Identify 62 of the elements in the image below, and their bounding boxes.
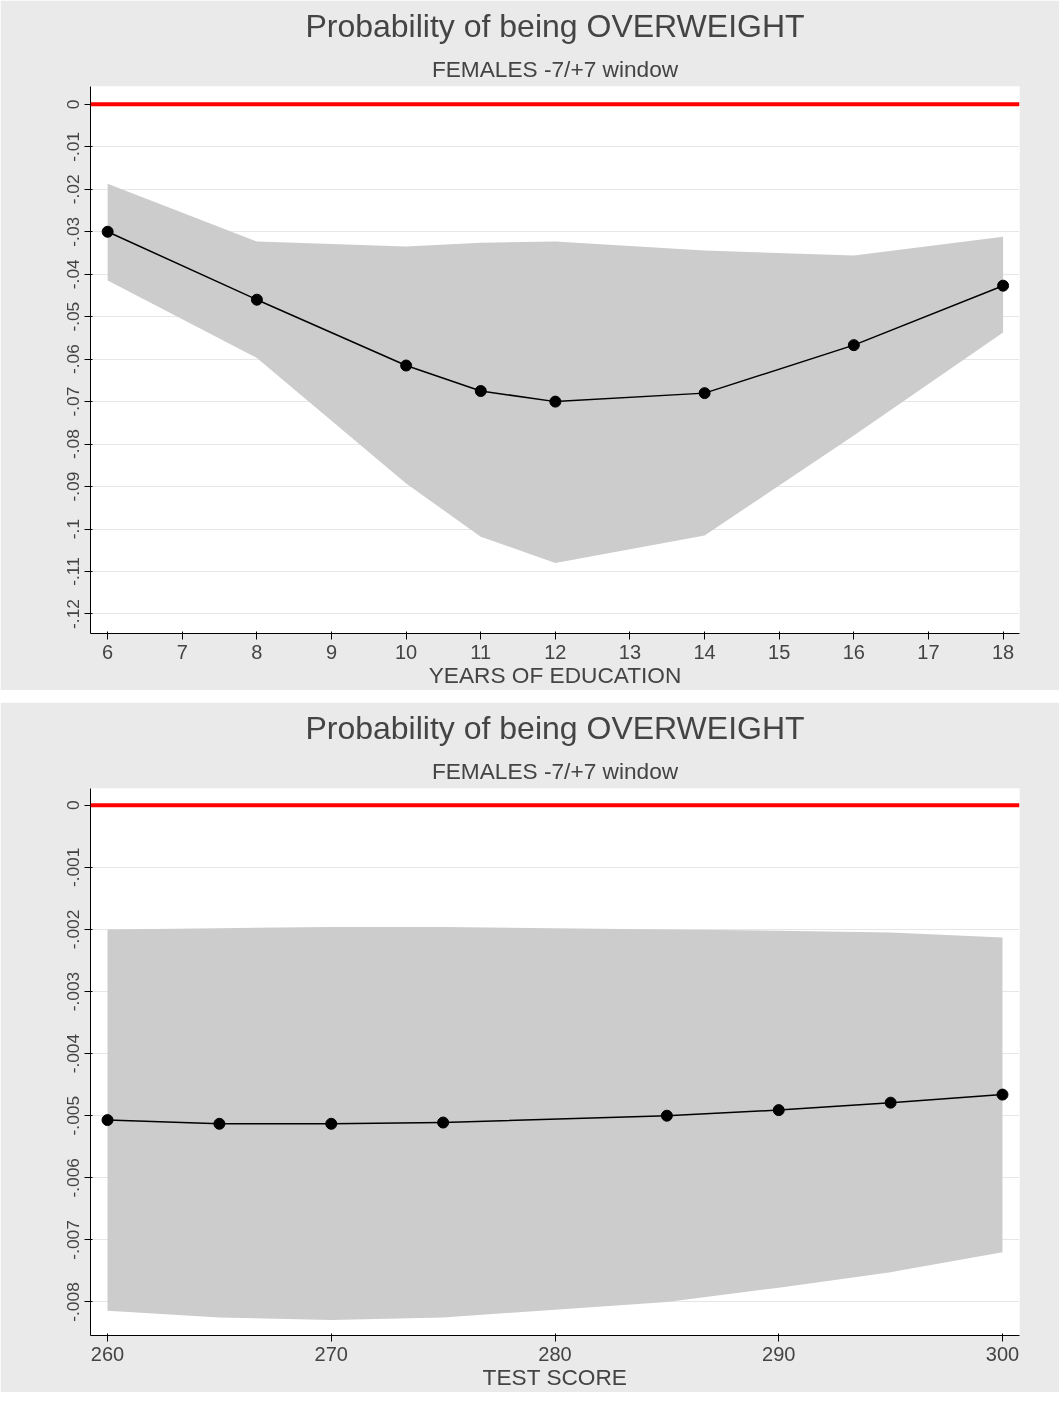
point xyxy=(213,1117,226,1130)
x-tick-label: 18 xyxy=(991,640,1015,663)
x-tick-label: 9 xyxy=(325,640,338,663)
point xyxy=(250,293,263,306)
point xyxy=(437,1116,450,1129)
y-tick-label: -.02 xyxy=(63,174,84,205)
x-tick-label: 260 xyxy=(90,1342,125,1365)
x-tick-label: 270 xyxy=(314,1342,348,1365)
x-tick-label: 16 xyxy=(842,640,865,663)
y-tick-label: -.005 xyxy=(63,1095,84,1136)
y-tick-label: -.05 xyxy=(63,301,84,332)
y-tick-label: -.001 xyxy=(63,847,84,888)
y-tick-label: -.006 xyxy=(63,1158,84,1198)
y-tick-label: -.01 xyxy=(63,131,84,162)
x-tick-label: 280 xyxy=(538,1342,572,1365)
point xyxy=(847,339,860,352)
y-tick-label: -.1 xyxy=(63,518,84,540)
chart-subtitle: FEMALES -7/+7 window xyxy=(431,55,679,82)
point xyxy=(101,1114,114,1127)
x-tick-label: 10 xyxy=(395,640,418,663)
x-tick-label: 8 xyxy=(251,640,263,663)
y-tick-label: 0 xyxy=(63,800,84,811)
x-axis-title: TEST SCORE xyxy=(482,1363,627,1390)
chart-title: Probability of being OVERWEIGHT xyxy=(305,709,805,746)
x-tick-label: 7 xyxy=(176,640,188,663)
point xyxy=(400,359,413,372)
y-tick-label: -.06 xyxy=(63,344,84,375)
x-tick-label: 6 xyxy=(102,640,114,663)
y-tick-label: -.004 xyxy=(63,1033,84,1074)
point xyxy=(698,387,711,400)
point xyxy=(884,1096,897,1109)
y-tick-label: 0 xyxy=(63,99,84,110)
point xyxy=(996,1088,1009,1101)
y-tick-label: -.12 xyxy=(63,599,84,629)
y-tick-label: -.007 xyxy=(63,1220,84,1260)
x-tick-label: 17 xyxy=(917,640,940,663)
x-tick-label: 13 xyxy=(618,640,642,663)
y-tick-label: -.09 xyxy=(63,471,84,502)
x-axis-title: YEARS OF EDUCATION xyxy=(428,661,682,688)
y-tick-label: -.03 xyxy=(63,216,84,247)
y-tick-label: -.003 xyxy=(63,971,84,1012)
point xyxy=(474,385,487,397)
point xyxy=(772,1104,785,1117)
chart-subtitle: FEMALES -7/+7 window xyxy=(431,757,679,784)
x-tick-label: 14 xyxy=(693,640,716,663)
point xyxy=(549,395,562,408)
y-tick-label: -.002 xyxy=(63,909,84,950)
y-tick-label: -.11 xyxy=(63,557,84,586)
x-tick-label: 300 xyxy=(985,1342,1020,1365)
y-tick-label: -.008 xyxy=(63,1282,84,1322)
y-tick-label: -.04 xyxy=(63,258,84,290)
point xyxy=(997,279,1010,292)
x-tick-label: 12 xyxy=(544,640,567,663)
y-tick-label: -.08 xyxy=(63,429,84,460)
x-tick-label: 290 xyxy=(762,1342,796,1365)
point xyxy=(325,1117,338,1130)
chart-title: Probability of being OVERWEIGHT xyxy=(305,7,805,44)
point xyxy=(660,1109,673,1122)
x-tick-label: 11 xyxy=(470,640,492,663)
point xyxy=(101,225,114,238)
y-tick-label: -.07 xyxy=(63,386,84,417)
x-tick-label: 15 xyxy=(768,640,791,663)
